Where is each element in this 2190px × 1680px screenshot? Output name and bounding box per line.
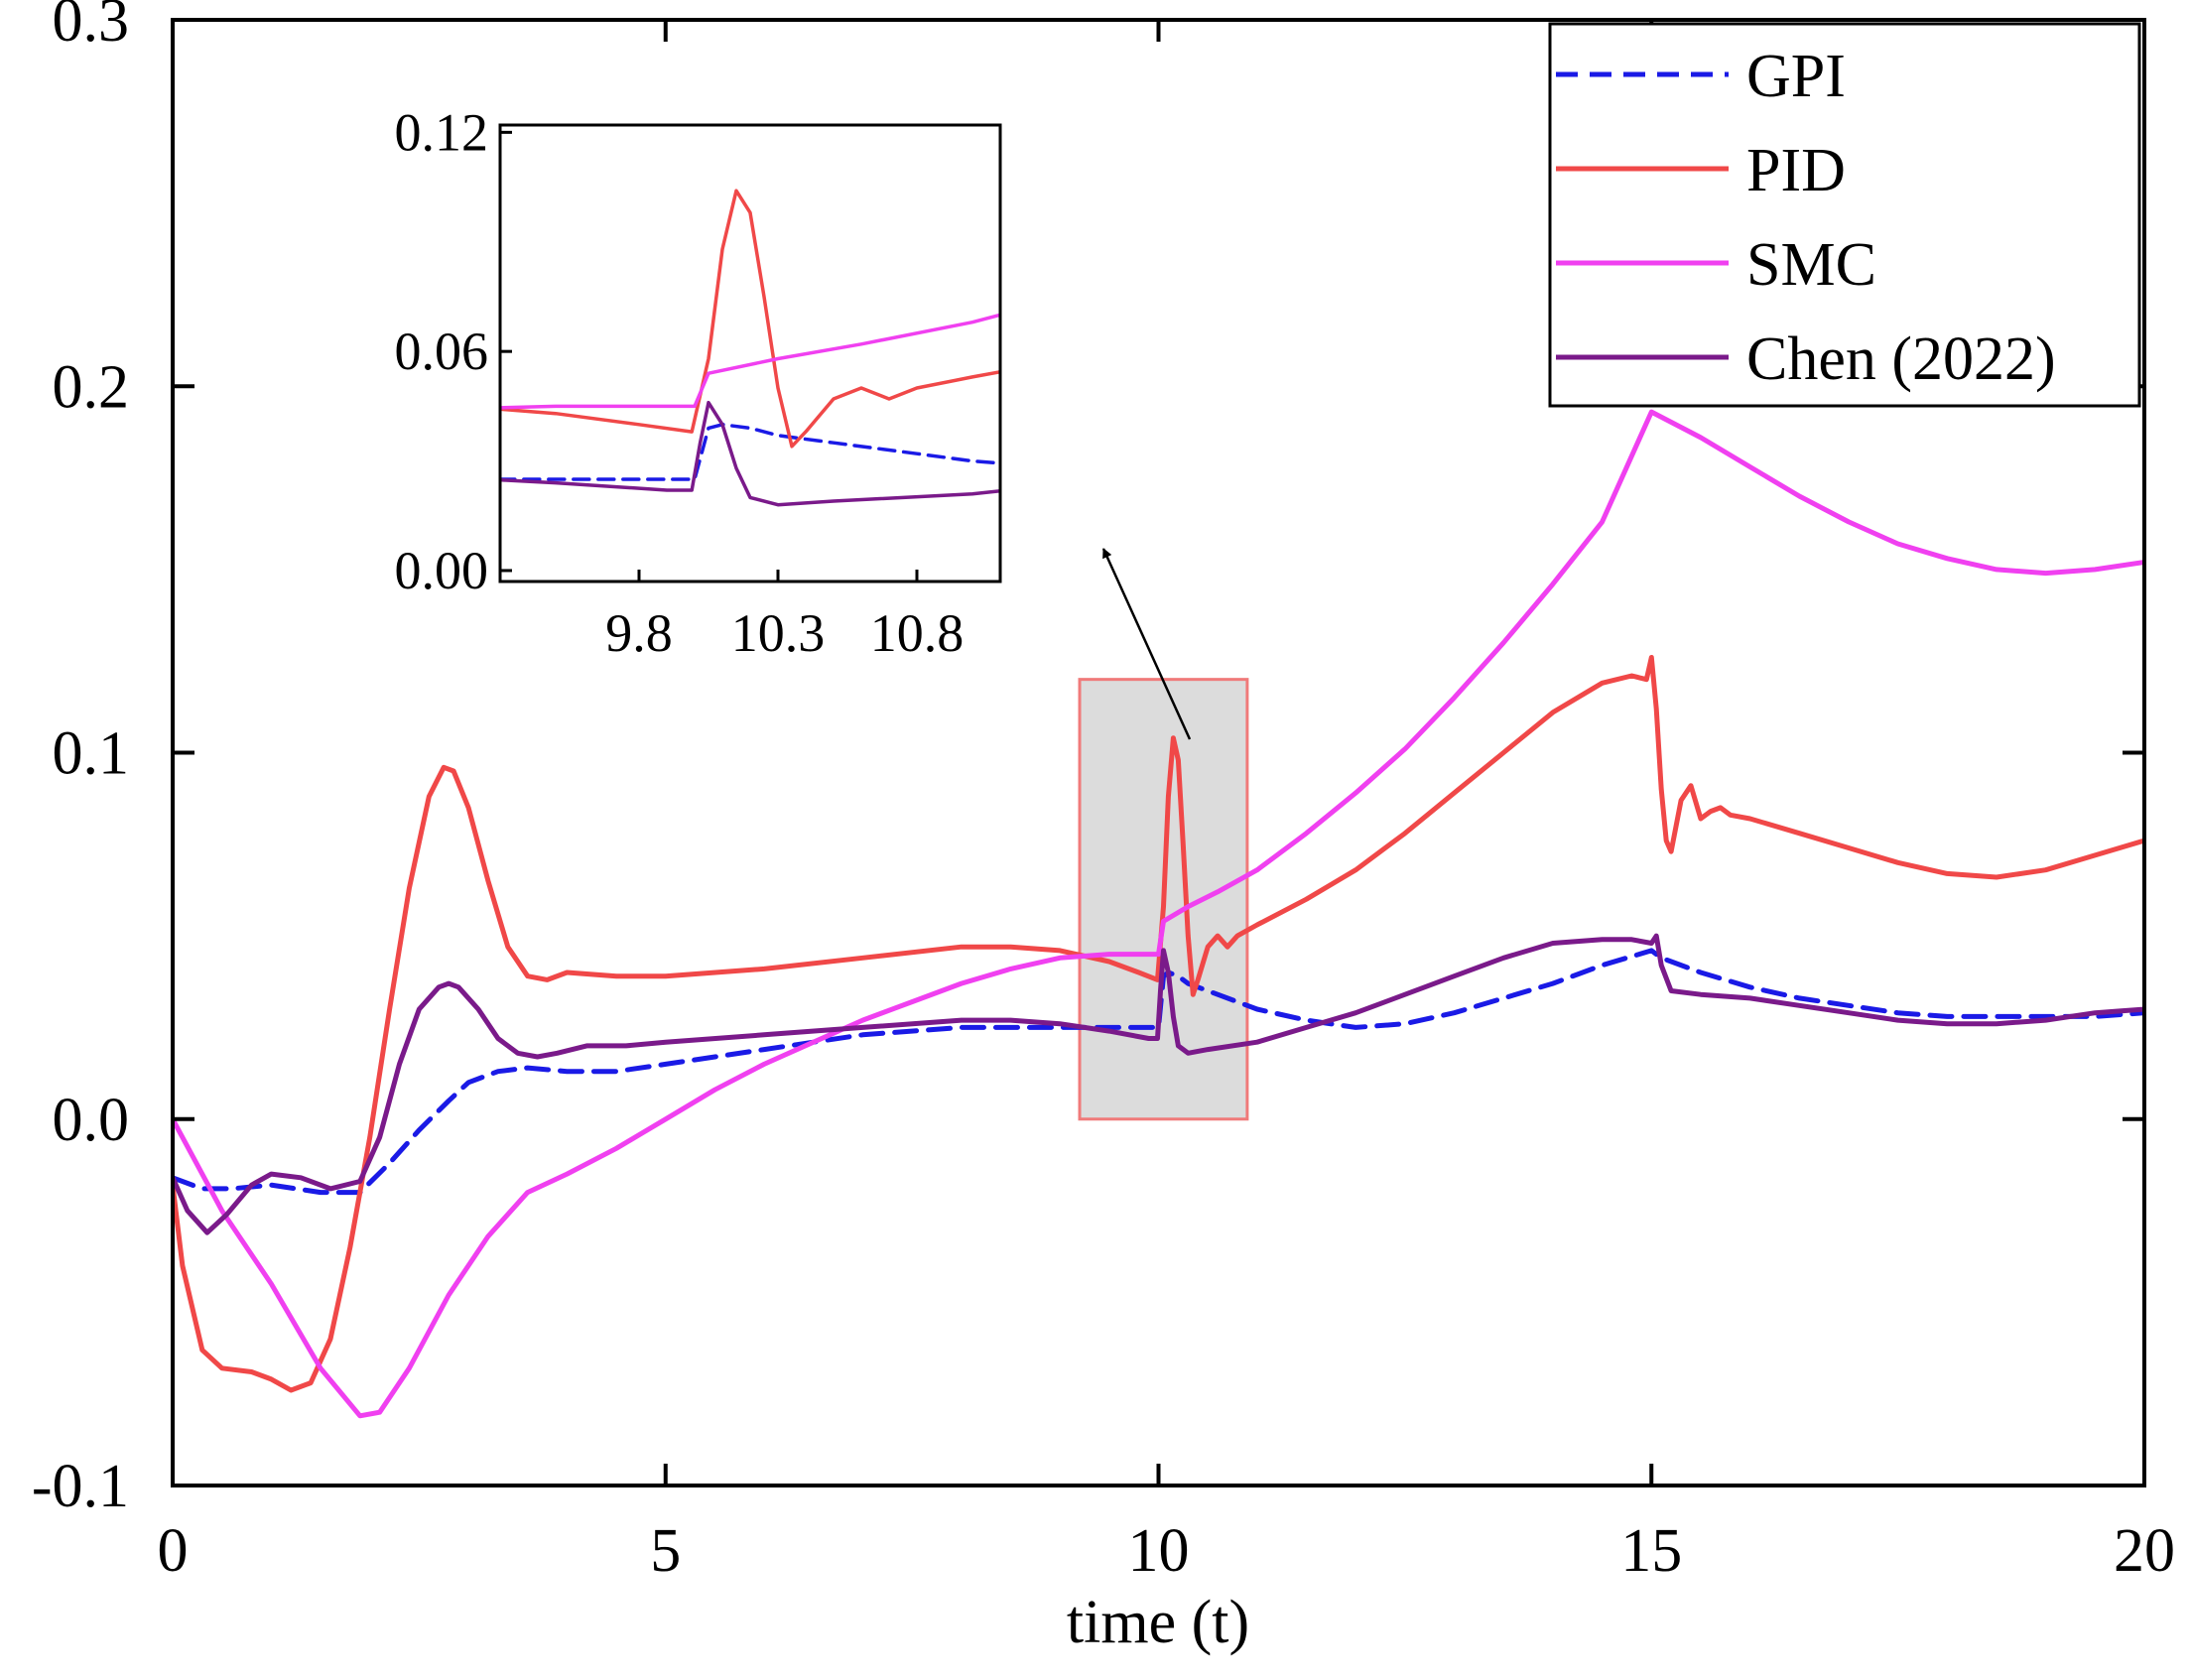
y-tick-label: 0.3 bbox=[53, 0, 130, 55]
legend: GPI PID SMC Chen (2022) bbox=[1548, 22, 2141, 408]
y-tick-label: -0.1 bbox=[32, 1453, 129, 1520]
inset-frame bbox=[498, 123, 1002, 583]
x-axis-label: time (t) bbox=[1067, 1589, 1249, 1656]
y-tick-label: 0.2 bbox=[53, 353, 130, 421]
inset-series-line-smc bbox=[500, 313, 1000, 410]
series-line-chen-2022 bbox=[173, 933, 2144, 1235]
series-line-pid bbox=[173, 655, 2144, 1393]
inset-plot: 9.8 10.3 10.8 0.00 0.06 0.12 bbox=[395, 102, 1002, 663]
series-line-smc bbox=[173, 409, 2144, 1419]
inset-y-tick-label: 0.12 bbox=[395, 102, 489, 162]
inset-background bbox=[500, 125, 1000, 582]
series-line-gpi bbox=[173, 948, 2144, 1196]
inset-series-line-chen-2022 bbox=[500, 400, 1000, 507]
inset-x-tick-label: 10.8 bbox=[870, 603, 965, 663]
y-tick-label: 0.0 bbox=[53, 1087, 130, 1154]
legend-box bbox=[1548, 22, 2141, 408]
x-tick-label: 20 bbox=[2114, 1517, 2175, 1585]
inset-series-line-pid bbox=[500, 189, 1000, 449]
inset-x-tick-label: 10.3 bbox=[731, 603, 826, 663]
legend-label-chen-2022: Chen (2022) bbox=[1746, 325, 2056, 393]
inset-series-line-gpi bbox=[500, 423, 1000, 481]
inset-x-tick-label: 9.8 bbox=[605, 603, 673, 663]
x-tick-label: 0 bbox=[158, 1517, 189, 1585]
x-tick-label: 15 bbox=[1620, 1517, 1682, 1585]
x-tick-label: 5 bbox=[650, 1517, 681, 1585]
zoom-arrow bbox=[1101, 548, 1192, 740]
inset-y-tick-label: 0.00 bbox=[395, 541, 489, 600]
legend-label-smc: SMC bbox=[1746, 231, 1876, 299]
legend-label-gpi: GPI bbox=[1746, 43, 1846, 110]
x-tick-label: 10 bbox=[1128, 1517, 1190, 1585]
y-tick-label: 0.1 bbox=[53, 720, 130, 788]
legend-label-pid: PID bbox=[1746, 137, 1846, 204]
inset-y-tick-label: 0.06 bbox=[395, 322, 489, 381]
